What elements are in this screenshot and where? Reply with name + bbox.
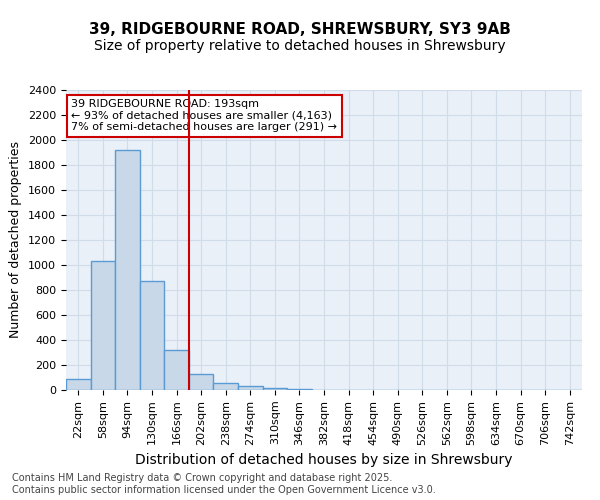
Bar (214, 382, 238, 390)
Text: Contains HM Land Registry data © Crown copyright and database right 2025.
Contai: Contains HM Land Registry data © Crown c… (12, 474, 436, 495)
Bar (238, 386, 263, 390)
Bar (189, 374, 214, 390)
Bar (66, 379, 91, 390)
Bar (91, 261, 115, 390)
Bar (287, 389, 312, 390)
Text: Size of property relative to detached houses in Shrewsbury: Size of property relative to detached ho… (94, 39, 506, 53)
Bar (164, 350, 189, 390)
Y-axis label: Number of detached properties: Number of detached properties (10, 142, 22, 338)
Bar (263, 388, 287, 390)
Text: 39 RIDGEBOURNE ROAD: 193sqm
← 93% of detached houses are smaller (4,163)
7% of s: 39 RIDGEBOURNE ROAD: 193sqm ← 93% of det… (71, 99, 337, 132)
X-axis label: Distribution of detached houses by size in Shrewsbury: Distribution of detached houses by size … (135, 453, 513, 467)
Bar (140, 281, 164, 390)
Bar (115, 150, 140, 390)
Text: 39, RIDGEBOURNE ROAD, SHREWSBURY, SY3 9AB: 39, RIDGEBOURNE ROAD, SHREWSBURY, SY3 9A… (89, 22, 511, 38)
